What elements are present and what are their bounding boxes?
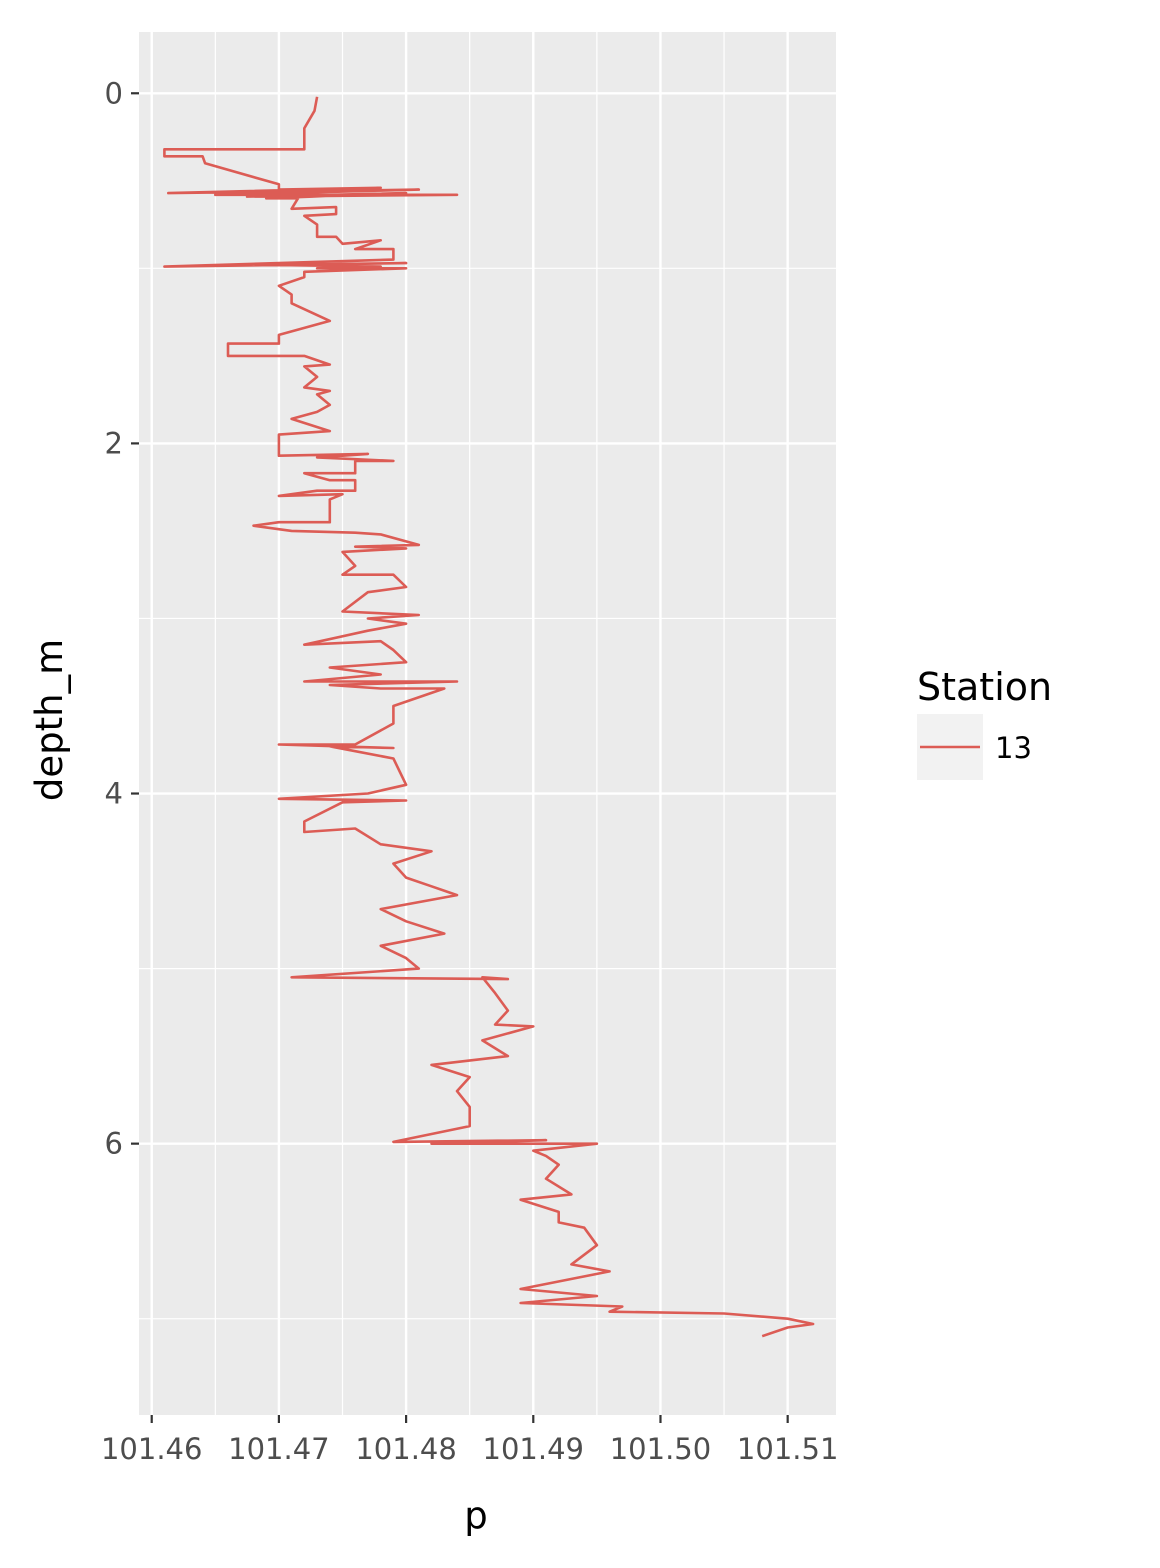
grid-minor — [139, 32, 836, 1415]
y-axis-title: depth_m — [28, 639, 71, 801]
y-axis: 0 2 4 6 — [105, 76, 139, 1161]
y-tick-label: 2 — [105, 426, 123, 460]
x-tick-label: 101.48 — [355, 1432, 456, 1466]
x-axis-title: p — [464, 1494, 488, 1537]
y-tick-label: 0 — [105, 76, 123, 110]
x-tick-label: 101.50 — [610, 1432, 711, 1466]
x-tick-label: 101.51 — [737, 1432, 838, 1466]
series-line-13 — [163, 96, 815, 1338]
y-tick-label: 4 — [105, 777, 123, 811]
x-tick-label: 101.49 — [483, 1432, 584, 1466]
x-tick-label: 101.46 — [101, 1432, 202, 1466]
x-axis: 101.46 101.47 101.48 101.49 101.50 101.51 — [101, 1415, 838, 1466]
legend: Station 13 — [917, 665, 1052, 780]
x-tick-label: 101.47 — [228, 1432, 329, 1466]
plot-panel — [139, 32, 836, 1415]
legend-title: Station — [917, 665, 1052, 709]
legend-label: 13 — [995, 731, 1032, 765]
y-tick-label: 6 — [105, 1127, 123, 1161]
